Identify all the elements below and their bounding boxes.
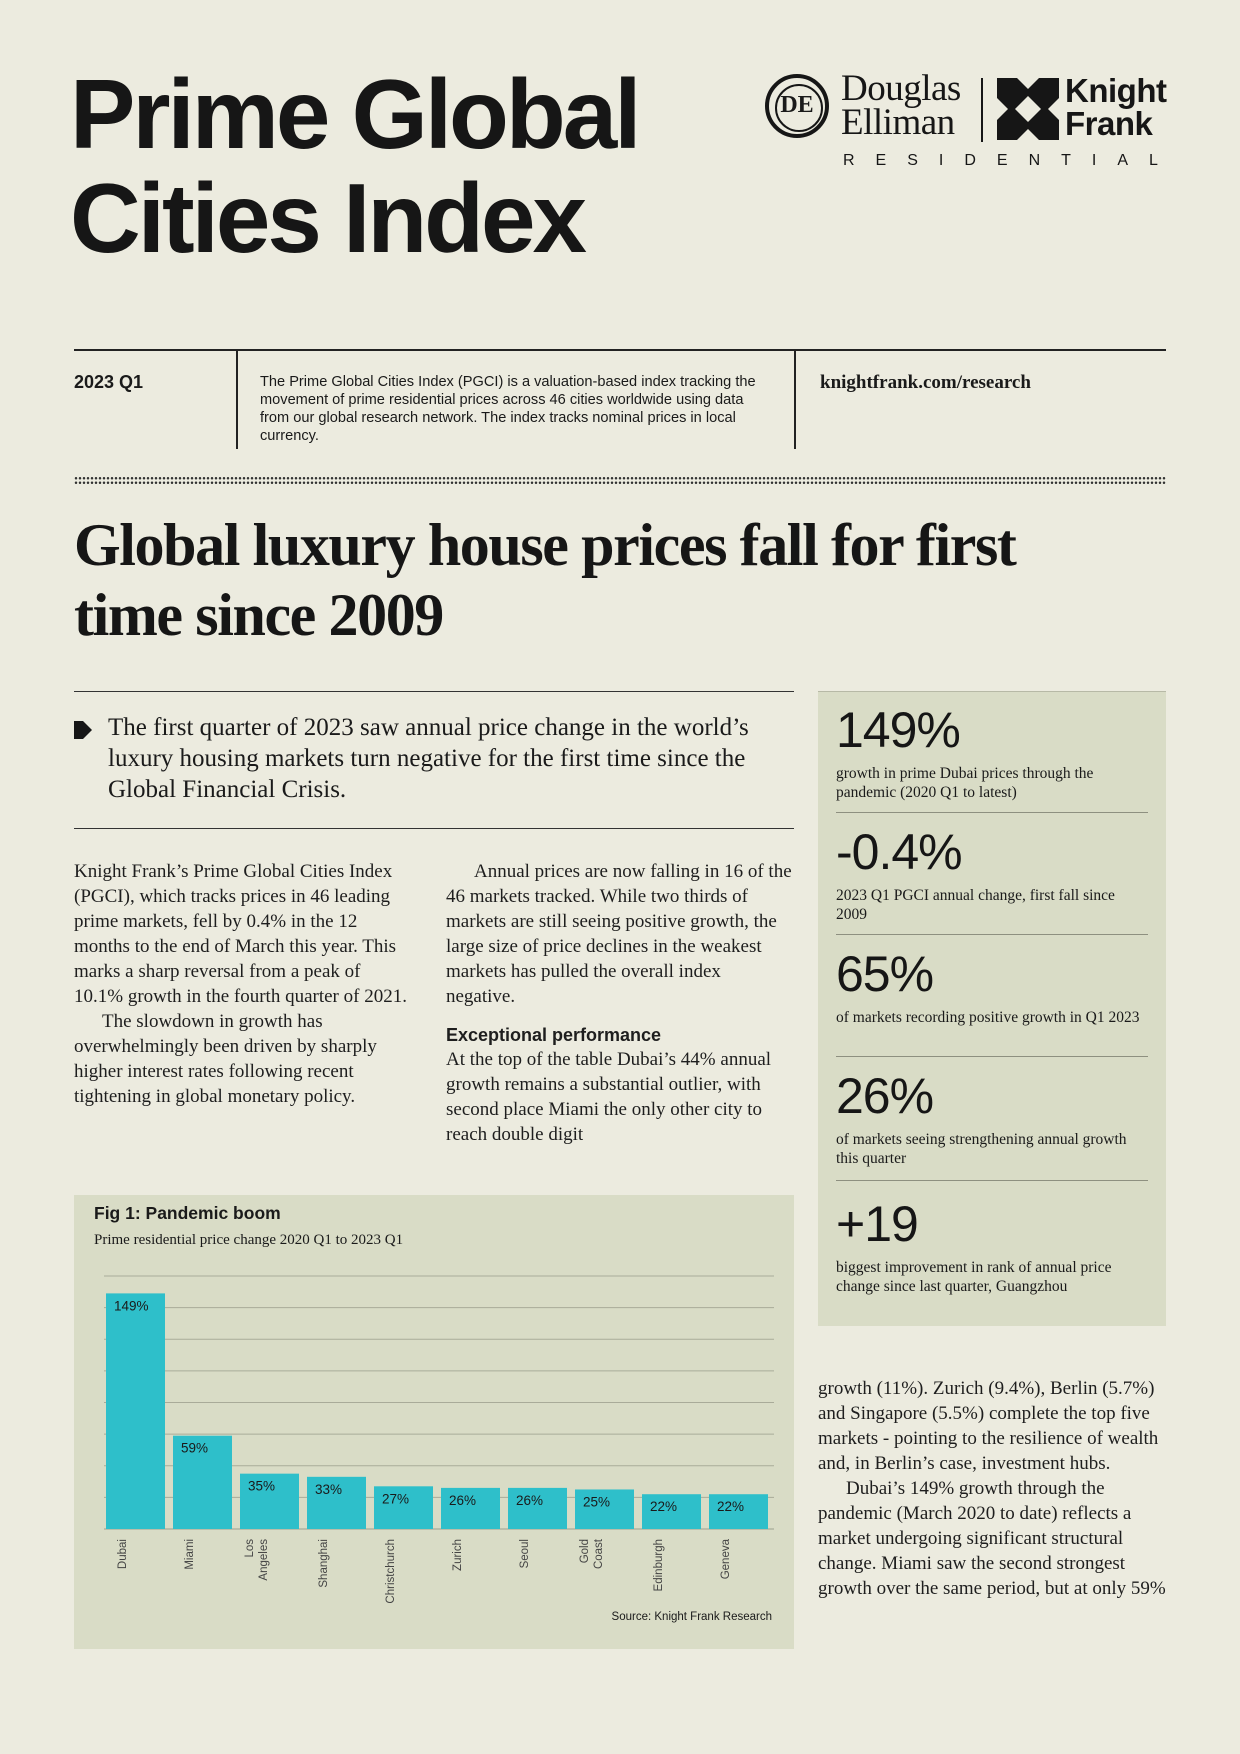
stat-item: 26% of markets seeing strengthening annu… xyxy=(836,1068,1148,1168)
dotted-divider xyxy=(74,476,1166,485)
body-paragraph: Knight Frank’s Prime Global Cities Index… xyxy=(74,861,407,1007)
chart-category-label: Miami xyxy=(184,1539,196,1570)
section-heading: Exceptional performance xyxy=(446,1025,662,1045)
knight-frank-logo-icon xyxy=(997,78,1059,140)
stat-item: +19 biggest improvement in rank of annua… xyxy=(836,1196,1148,1296)
chart-category-label: Seoul xyxy=(519,1539,531,1568)
stat-divider xyxy=(836,1180,1148,1181)
chart-panel xyxy=(74,1195,794,1649)
chart-category-label: Shanghai xyxy=(318,1539,330,1588)
chart-source: Source: Knight Frank Research xyxy=(611,1611,772,1623)
info-strip-rule xyxy=(74,349,1166,351)
lead-paragraph: The first quarter of 2023 saw annual pri… xyxy=(108,714,749,803)
chart-data-label: 33% xyxy=(315,1482,342,1497)
body-column-3: growth (11%). Zurich (9.4%), Berlin (5.7… xyxy=(818,1376,1168,1601)
stat-item: 65% of markets recording positive growth… xyxy=(836,946,1148,1027)
chart-data-label: 22% xyxy=(717,1499,744,1514)
headline: Global luxury house prices fall for firs… xyxy=(74,512,1017,648)
report-title-line-2: Cities Index xyxy=(70,163,587,273)
body-paragraph: growth (11%). Zurich (9.4%), Berlin (5.7… xyxy=(818,1378,1159,1474)
chart-category-label: Zurich xyxy=(452,1539,464,1571)
body-column-2: Annual prices are now falling in 16 of t… xyxy=(446,859,792,1147)
chart-data-label: 25% xyxy=(583,1494,610,1509)
stat-label: growth in prime Dubai prices through the… xyxy=(836,765,1094,801)
knight-frank-wordmark: Knight Frank xyxy=(1065,72,1167,142)
chart-bar-seoul xyxy=(508,1487,567,1529)
chart-data-label: 59% xyxy=(181,1441,208,1456)
chart-category-label: Geneva xyxy=(720,1538,732,1579)
stat-value: -0.4% xyxy=(836,824,963,880)
chart-data-label: 26% xyxy=(449,1493,476,1508)
lead-bullet-icon xyxy=(74,721,92,739)
bar-chart: 149% Dubai 59% Miami 35% Los Angeles 33% Shangha… xyxy=(104,1275,774,1604)
chart-bar-miami xyxy=(173,1435,232,1529)
body-column-1: Knight Frank’s Prime Global Cities Index… xyxy=(74,859,412,1109)
stat-label: biggest improvement in rank of annual pr… xyxy=(836,1259,1112,1295)
chart-category-label: Christchurch xyxy=(385,1539,397,1604)
stat-item: -0.4% 2023 Q1 PGCI annual change, first … xyxy=(836,824,1148,924)
body-paragraph: At the top of the table Dubai’s 44% annu… xyxy=(446,1049,772,1145)
chart-title: Fig 1: Pandemic boom xyxy=(94,1203,281,1223)
stat-value: 149% xyxy=(836,702,961,758)
stat-divider xyxy=(836,1056,1148,1057)
report-title: Prime Global Cities Index xyxy=(70,62,710,270)
residential-tagline: RESIDENTIAL xyxy=(843,152,1179,169)
body-paragraph: Annual prices are now falling in 16 of t… xyxy=(446,861,792,1007)
stat-divider xyxy=(836,812,1148,813)
key-stats-panel: 149% growth in prime Dubai prices throug… xyxy=(818,691,1166,1326)
logo-lockup: DE Douglas Elliman Knight Frank RESIDENT… xyxy=(765,70,1170,180)
chart-bar-christchurch xyxy=(374,1486,433,1529)
chart-bar-edinburgh xyxy=(642,1494,701,1529)
index-description: The Prime Global Cities Index (PGCI) is … xyxy=(260,374,756,444)
chart-bar-gold-coast xyxy=(575,1489,634,1529)
chart-bar-los-angeles xyxy=(240,1473,299,1529)
chart-data-label: 149% xyxy=(114,1298,149,1313)
chart-category-label: Los Angeles xyxy=(244,1539,270,1581)
lead-rule-top xyxy=(74,691,794,692)
douglas-elliman-wordmark: Douglas Elliman xyxy=(841,68,961,143)
chart-bar-dubai xyxy=(106,1293,165,1529)
chart-data-label: 35% xyxy=(248,1479,275,1494)
chart-bar-zurich xyxy=(441,1487,500,1529)
chart-data-label: 22% xyxy=(650,1499,677,1514)
body-paragraph: Dubai’s 149% growth through the pandemic… xyxy=(818,1478,1166,1599)
stat-label: of markets seeing strengthening annual g… xyxy=(836,1131,1127,1167)
logo-divider xyxy=(981,78,983,142)
chart-subtitle: Prime residential price change 2020 Q1 t… xyxy=(94,1232,404,1248)
stat-value: 65% xyxy=(836,946,934,1002)
stat-value: +19 xyxy=(836,1196,919,1252)
stat-label: 2023 Q1 PGCI annual change, first fall s… xyxy=(836,887,1115,923)
kf-wordmark-line-2: Frank xyxy=(1065,105,1153,142)
chart-category-label: Gold Coast xyxy=(579,1538,605,1569)
info-strip-divider xyxy=(794,351,796,449)
lead-rule-bottom xyxy=(74,828,794,829)
stat-item: 149% growth in prime Dubai prices throug… xyxy=(836,702,1148,802)
douglas-elliman-logo-icon: DE xyxy=(765,74,829,138)
chart-category-label: Edinburgh xyxy=(653,1539,665,1591)
douglas-elliman-monogram: DE xyxy=(780,92,814,118)
de-wordmark-line-2: Elliman xyxy=(841,102,955,143)
kf-wordmark-line-1: Knight xyxy=(1065,72,1167,109)
edition-label: 2023 Q1 xyxy=(74,372,144,392)
chart-category-label: Dubai xyxy=(117,1539,129,1569)
de-wordmark-line-1: Douglas xyxy=(841,68,961,109)
stat-divider xyxy=(836,934,1148,935)
info-strip-divider xyxy=(236,351,238,449)
chart-bar-shanghai xyxy=(307,1476,366,1529)
chart-bar-geneva xyxy=(709,1494,768,1529)
stat-label: of markets recording positive growth in … xyxy=(836,1009,1140,1026)
research-link[interactable]: knightfrank.com/research xyxy=(820,372,1031,393)
report-title-line-1: Prime Global xyxy=(70,59,642,169)
chart-data-label: 27% xyxy=(382,1491,409,1506)
stat-value: 26% xyxy=(836,1068,934,1124)
chart-data-label: 26% xyxy=(516,1493,543,1508)
body-paragraph: The slowdown in growth has overwhelmingl… xyxy=(74,1011,377,1107)
